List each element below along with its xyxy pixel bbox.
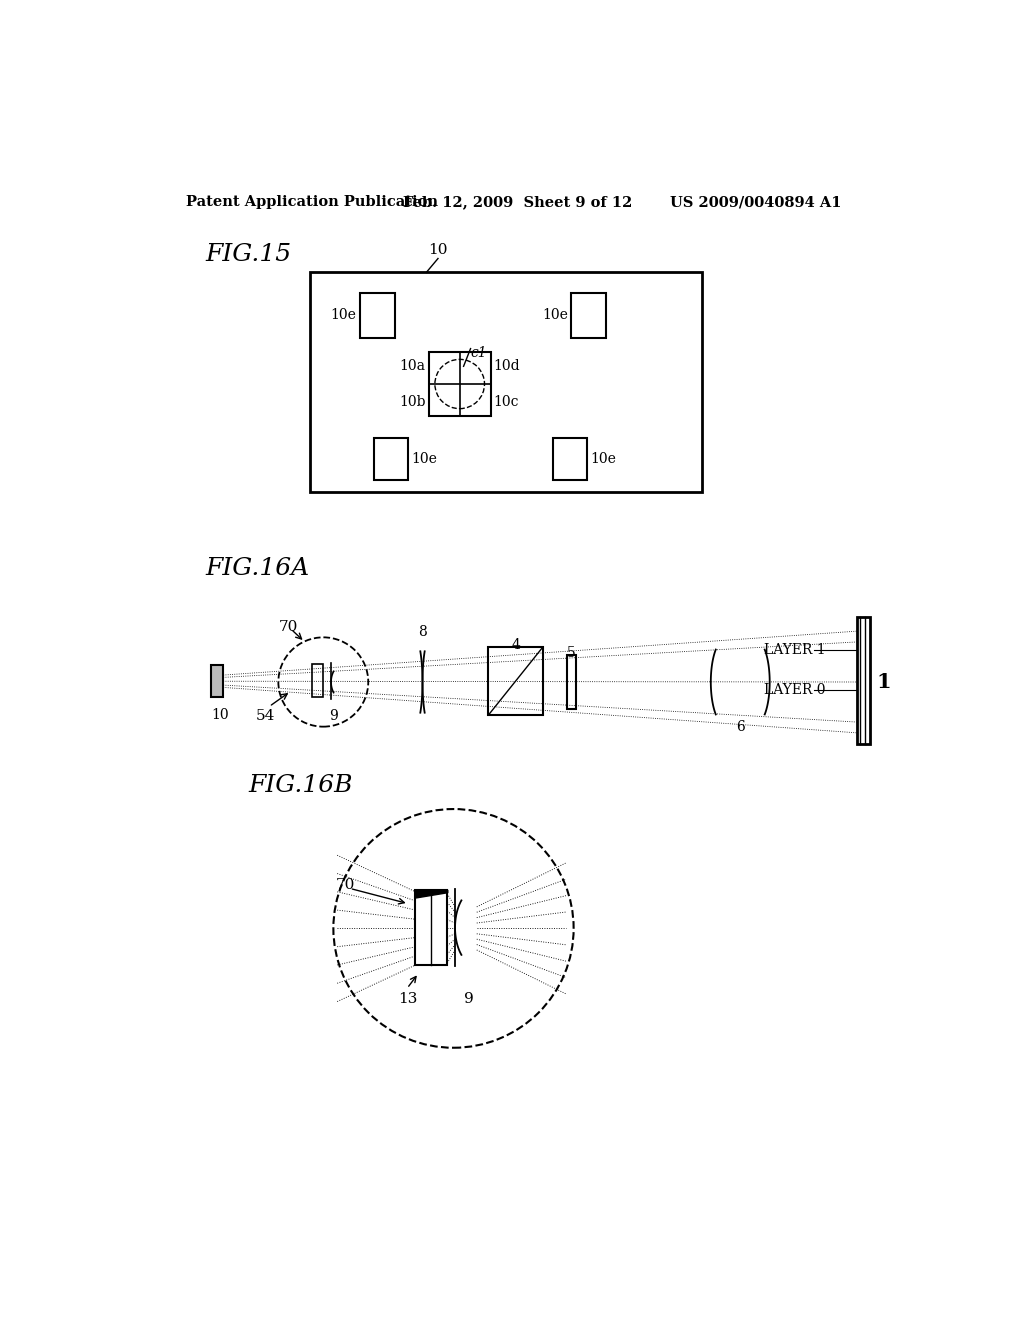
Text: Patent Application Publication: Patent Application Publication — [186, 195, 438, 210]
Bar — [415, 890, 447, 965]
Text: 70: 70 — [280, 620, 299, 635]
Bar — [488, 647, 543, 715]
Text: 10: 10 — [211, 708, 228, 722]
Bar — [429, 352, 490, 416]
Text: LAYER 0: LAYER 0 — [764, 682, 825, 697]
Bar — [359, 293, 394, 338]
Text: FIG.16B: FIG.16B — [248, 775, 352, 797]
Text: 54: 54 — [256, 709, 275, 723]
Text: 8: 8 — [418, 626, 427, 639]
Bar — [553, 438, 587, 480]
Bar — [310, 272, 701, 492]
Text: 10c: 10c — [494, 395, 519, 409]
Text: FIG.15: FIG.15 — [206, 243, 292, 267]
Text: 10b: 10b — [399, 395, 426, 409]
Text: Feb. 12, 2009  Sheet 9 of 12: Feb. 12, 2009 Sheet 9 of 12 — [403, 195, 633, 210]
Bar — [566, 655, 575, 709]
Text: 10e: 10e — [590, 451, 615, 466]
Text: 13: 13 — [397, 991, 417, 1006]
Text: 6: 6 — [736, 719, 744, 734]
Bar — [571, 293, 606, 338]
Text: 10: 10 — [428, 243, 447, 257]
Text: c1: c1 — [471, 346, 487, 360]
Text: 10a: 10a — [399, 359, 426, 374]
Text: 10d: 10d — [494, 359, 520, 374]
Text: 4: 4 — [511, 638, 520, 652]
Text: 5: 5 — [567, 645, 575, 660]
Text: 9: 9 — [329, 709, 338, 723]
Bar — [856, 616, 870, 743]
Text: 70: 70 — [336, 878, 355, 892]
Text: 9: 9 — [464, 991, 474, 1006]
Text: 1: 1 — [877, 672, 891, 692]
Text: LAYER 1: LAYER 1 — [764, 643, 825, 656]
Bar — [211, 665, 223, 697]
Text: FIG.16A: FIG.16A — [206, 557, 309, 581]
Text: 10e: 10e — [543, 309, 568, 322]
Text: 10e: 10e — [411, 451, 437, 466]
Text: US 2009/0040894 A1: US 2009/0040894 A1 — [671, 195, 842, 210]
Text: 10e: 10e — [331, 309, 356, 322]
Bar — [374, 438, 408, 480]
Bar — [311, 664, 323, 697]
